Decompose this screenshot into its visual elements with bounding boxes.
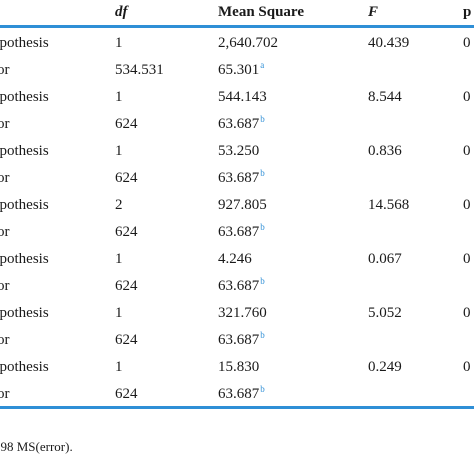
mean-square-value: 63.687	[218, 170, 260, 186]
row-label: ror	[0, 170, 10, 186]
table-row: ypothesis 1 544.143 8.544 0	[0, 84, 474, 111]
f-cell: 0.067	[368, 251, 402, 267]
mean-square-cell: 544.143	[218, 84, 268, 111]
df-cell: 2	[115, 197, 123, 213]
bottom-rule	[0, 406, 474, 409]
table-row: ypothesis 1 321.760 5.052 0	[0, 300, 474, 327]
table-row: ror 624 63.687b	[0, 327, 474, 354]
df-cell: 534.531	[115, 62, 164, 78]
header-mean-square: Mean Square	[218, 4, 304, 20]
p-cell: 0	[463, 251, 471, 267]
row-label: ror	[0, 62, 10, 78]
mean-square-cell: 63.687b	[218, 273, 265, 300]
footnote-marker: b	[260, 276, 265, 286]
mean-square-value: 63.687	[218, 278, 260, 294]
table-footnote: 998 MS(error).	[0, 439, 73, 454]
table-row: ror 534.531 65.301a	[0, 57, 474, 84]
row-label: ypothesis	[0, 35, 49, 51]
footnote-marker: b	[260, 114, 265, 124]
mean-square-value: 53.250	[218, 143, 260, 159]
header-f: F	[368, 4, 379, 20]
df-cell: 624	[115, 332, 138, 348]
row-label: ypothesis	[0, 197, 49, 213]
table-row: ypothesis 1 53.250 0.836 0	[0, 138, 474, 165]
header-p: p	[463, 4, 472, 20]
mean-square-cell: 63.687b	[218, 381, 265, 408]
top-rule	[0, 25, 474, 28]
row-label: ypothesis	[0, 359, 49, 375]
table-row: ypothesis 1 4.246 0.067 0	[0, 246, 474, 273]
row-label: ypothesis	[0, 251, 49, 267]
df-cell: 1	[115, 89, 123, 105]
mean-square-cell: 53.250	[218, 138, 260, 165]
mean-square-value: 15.830	[218, 359, 260, 375]
mean-square-cell: 63.687b	[218, 219, 265, 246]
table-row: ror 624 63.687b	[0, 111, 474, 138]
mean-square-value: 544.143	[218, 89, 267, 105]
footnote-marker: a	[260, 60, 265, 70]
mean-square-value: 63.687	[218, 224, 260, 240]
table-row: ypothesis 2 927.805 14.568 0	[0, 192, 474, 219]
mean-square-value: 321.760	[218, 305, 267, 321]
row-label: ypothesis	[0, 89, 49, 105]
mean-square-value: 65.301	[218, 62, 260, 78]
footnote-marker: b	[260, 222, 265, 232]
df-cell: 624	[115, 170, 138, 186]
row-label: ror	[0, 224, 10, 240]
mean-square-value: 4.246	[218, 251, 252, 267]
mean-square-value: 63.687	[218, 332, 260, 348]
p-cell: 0	[463, 305, 471, 321]
row-label: ypothesis	[0, 305, 49, 321]
p-cell: 0	[463, 197, 471, 213]
df-cell: 1	[115, 35, 123, 51]
df-cell: 624	[115, 386, 138, 402]
mean-square-cell: 15.830	[218, 354, 260, 381]
table-row: ypothesis 1 2,640.702 40.439 0	[0, 30, 474, 57]
table-row: ror 624 63.687b	[0, 273, 474, 300]
row-label: ypothesis	[0, 143, 49, 159]
p-cell: 0	[463, 359, 471, 375]
table-row: ror 624 63.687b	[0, 381, 474, 408]
row-label: ror	[0, 116, 10, 132]
mean-square-cell: 4.246	[218, 246, 253, 273]
df-cell: 1	[115, 143, 123, 159]
df-cell: 624	[115, 116, 138, 132]
footnote-marker: b	[260, 168, 265, 178]
df-cell: 1	[115, 359, 123, 375]
df-cell: 624	[115, 224, 138, 240]
df-cell: 1	[115, 251, 123, 267]
footnote-marker: b	[260, 384, 265, 394]
f-cell: 5.052	[368, 305, 402, 321]
mean-square-value: 63.687	[218, 386, 260, 402]
f-cell: 40.439	[368, 35, 410, 51]
f-cell: 0.836	[368, 143, 402, 159]
footnote-marker: b	[260, 330, 265, 340]
header-df: df	[115, 4, 128, 20]
p-cell: 0	[463, 35, 471, 51]
df-cell: 1	[115, 305, 123, 321]
row-label: ror	[0, 386, 10, 402]
mean-square-value: 2,640.702	[218, 35, 278, 51]
f-cell: 8.544	[368, 89, 402, 105]
table-row: ror 624 63.687b	[0, 165, 474, 192]
mean-square-cell: 63.687b	[218, 165, 265, 192]
table-row: ror 624 63.687b	[0, 219, 474, 246]
mean-square-cell: 63.687b	[218, 111, 265, 138]
mean-square-cell: 321.760	[218, 300, 268, 327]
mean-square-cell: 2,640.702	[218, 30, 279, 57]
df-cell: 624	[115, 278, 138, 294]
row-label: ror	[0, 278, 10, 294]
table-row: ypothesis 1 15.830 0.249 0	[0, 354, 474, 381]
mean-square-cell: 65.301a	[218, 57, 264, 84]
mean-square-value: 927.805	[218, 197, 267, 213]
f-cell: 14.568	[368, 197, 410, 213]
mean-square-value: 63.687	[218, 116, 260, 132]
f-cell: 0.249	[368, 359, 402, 375]
p-cell: 0	[463, 89, 471, 105]
p-cell: 0	[463, 143, 471, 159]
mean-square-cell: 63.687b	[218, 327, 265, 354]
row-label: ror	[0, 332, 10, 348]
mean-square-cell: 927.805	[218, 192, 268, 219]
